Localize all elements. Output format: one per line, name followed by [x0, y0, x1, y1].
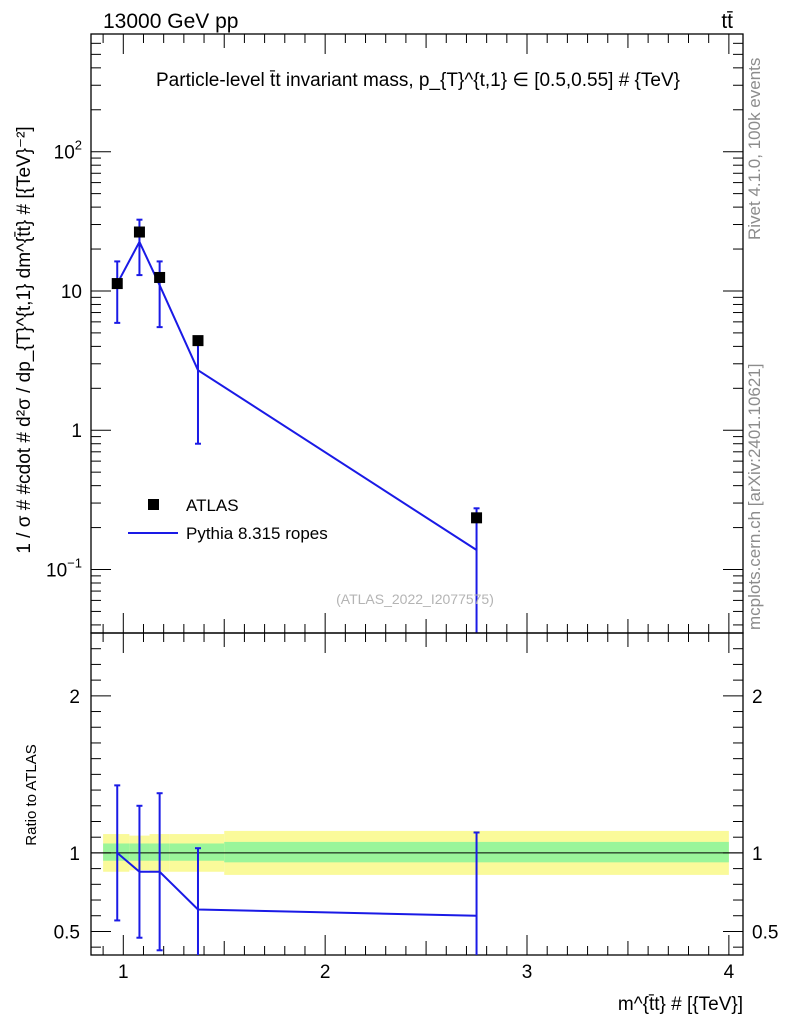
mcplots-label: mcplots.cern.ch [arXiv:2401.10621]	[745, 364, 764, 630]
x-tick-label: 2	[320, 962, 331, 983]
header-left: 13000 GeV pp	[103, 10, 238, 33]
ratio-y-tick-label-right: 0.5	[752, 922, 778, 943]
chart-title: Particle-level t̄t invariant mass, p_{T}…	[156, 70, 680, 91]
legend-data-marker	[148, 499, 159, 510]
ratio-band-inner	[169, 843, 225, 861]
plot-frame	[90, 33, 744, 634]
y-tick-label: 10	[61, 282, 82, 303]
x-tick-label: 4	[724, 962, 735, 983]
legend-mc-label: Pythia 8.315 ropes	[186, 524, 328, 543]
header-right: tt̄	[721, 10, 733, 33]
y-tick-label: 102	[54, 138, 82, 164]
ratio-y-tick-label: 2	[69, 687, 80, 708]
legend: ATLAS Pythia 8.315 ropes	[128, 496, 328, 543]
watermark: (ATLAS_2022_I2077575)	[336, 591, 494, 607]
data-point	[111, 278, 123, 290]
x-axis-label: m^{t̄t} # [{TeV}]	[618, 994, 743, 1015]
ratio-frame	[90, 632, 744, 956]
ratio-y-tick-label: 0.5	[54, 922, 80, 943]
ratio-y-tick-label-right: 2	[752, 687, 763, 708]
ratio-y-tick-label-right: 1	[752, 844, 763, 865]
x-tick-label: 1	[118, 962, 129, 983]
mc-line	[116, 239, 478, 551]
ratio-band-inner	[103, 843, 130, 861]
data-point	[192, 335, 204, 347]
ratio-y-label: Ratio to ATLAS	[23, 744, 40, 845]
x-tick-label: 3	[522, 962, 533, 983]
ratio-plot: 0.5 0.5 1 1 2 2 1 2 3 4	[54, 632, 778, 983]
y-tick-label: 10−1	[46, 556, 82, 582]
rivet-label: Rivet 4.1.0, 100k events	[745, 58, 764, 240]
data-point	[133, 226, 145, 238]
main-plot: 10−1 1 10 102	[46, 33, 744, 634]
ratio-y-tick-label: 1	[69, 844, 80, 865]
y-tick-label: 1	[71, 421, 82, 442]
data-point	[471, 512, 483, 524]
legend-data-label: ATLAS	[186, 496, 239, 515]
data-point	[154, 271, 166, 283]
y-axis-label: 1 / σ # #cdot # d²σ / dp_{T}^{t,1} dm^{t…	[14, 126, 35, 553]
